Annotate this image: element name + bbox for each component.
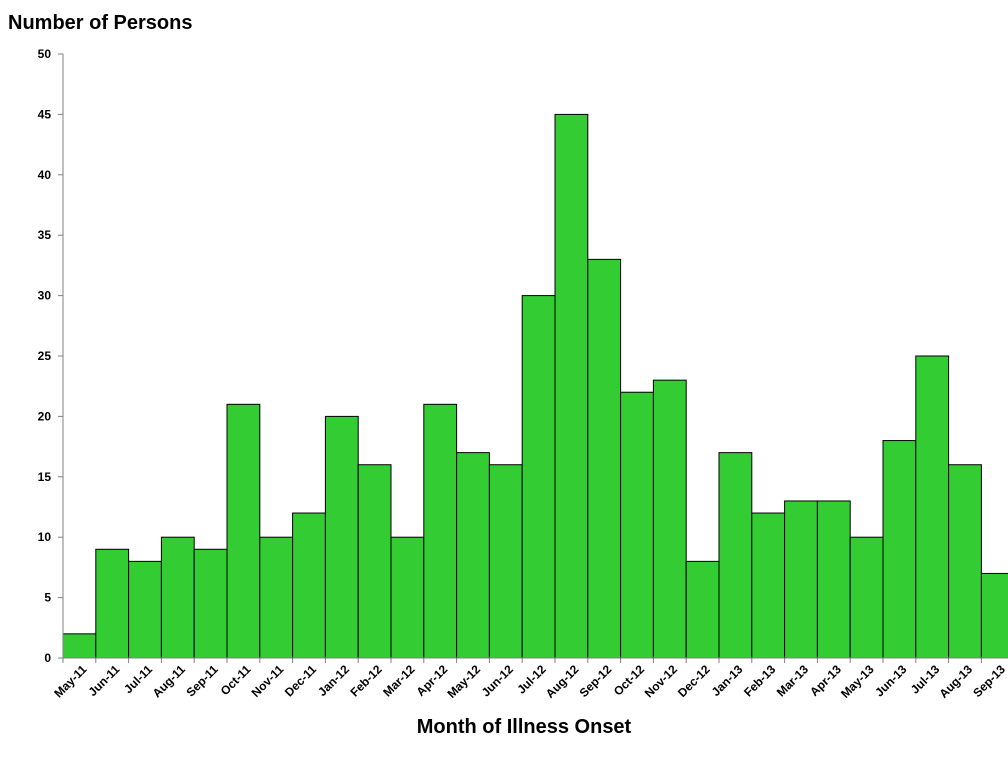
bar-jun-12 [488, 464, 523, 659]
bar-mar-13 [784, 500, 818, 659]
bar-jan-12 [324, 415, 359, 659]
bars-group [62, 113, 1008, 659]
x-tick-label: Jan-12 [315, 662, 352, 699]
x-tick-label: Dec-12 [675, 662, 713, 700]
bar-may-13 [849, 536, 884, 659]
bar-aug-12 [554, 113, 589, 659]
y-tick-label: 50 [38, 47, 52, 61]
x-tick-label: Mar-12 [380, 662, 417, 699]
bar-feb-13 [751, 512, 786, 659]
bar-apr-13 [816, 500, 851, 659]
y-tick-label: 10 [38, 530, 52, 544]
bar-dec-11 [292, 512, 326, 659]
y-axis-title: Number of Persons [8, 12, 193, 34]
y-axis: 0 5 10 15 20 25 30 35 40 45 50 [38, 47, 63, 665]
bar-nov-11 [259, 536, 294, 659]
bar-nov-12 [652, 379, 687, 659]
x-tick-label: Dec-11 [282, 662, 319, 699]
bar-jun-11 [95, 548, 130, 659]
x-tick-label: Sep-11 [183, 662, 220, 699]
y-tick-label: 5 [44, 591, 51, 605]
y-tick-label: 45 [38, 107, 52, 121]
y-tick-label: 30 [38, 289, 52, 303]
bar-oct-11 [226, 403, 261, 659]
x-tick-label: Sep-12 [577, 662, 615, 700]
bar-dec-12 [685, 560, 720, 659]
x-tick-label: Jun-11 [86, 662, 123, 699]
x-tick-label: Oct-11 [218, 662, 254, 698]
y-tick-label: 20 [38, 409, 52, 423]
bar-sep-11 [193, 548, 228, 659]
bar-may-12 [456, 452, 490, 659]
x-tick-label: Nov-11 [249, 662, 287, 700]
bar-feb-12 [357, 464, 392, 659]
x-tick-label: May-13 [838, 662, 877, 701]
x-axis-title: Month of Illness Onset [416, 716, 632, 738]
x-tick-label: Apr-12 [414, 662, 451, 699]
x-tick-label: Sep-13 [970, 662, 1008, 700]
x-tick-label: May-12 [444, 662, 483, 701]
x-tick-label: Aug-12 [543, 662, 582, 701]
bar-apr-12 [423, 403, 458, 659]
bar-may-11 [62, 633, 97, 659]
x-tick-label: Oct-12 [611, 662, 648, 699]
bar-jul-11 [128, 560, 162, 659]
y-tick-label: 15 [38, 470, 52, 484]
x-tick-label: Apr-13 [807, 662, 844, 699]
bar-aug-13 [948, 464, 982, 659]
bar-mar-12 [390, 536, 425, 659]
x-tick-label: Feb-13 [741, 662, 778, 699]
x-axis: May-11Jun-11Jul-11Aug-11Sep-11Oct-11Nov-… [51, 658, 1008, 701]
x-tick-label: Aug-13 [936, 662, 975, 701]
bar-jun-13 [882, 440, 917, 659]
x-tick-label: Jun-13 [872, 662, 909, 699]
x-tick-label: Jan-13 [709, 662, 746, 699]
y-tick-label: 40 [38, 168, 52, 182]
x-tick-label: Nov-12 [642, 662, 680, 700]
bar-sep-13 [980, 572, 1008, 659]
bar-jul-13 [915, 355, 950, 659]
x-tick-label: Feb-12 [347, 662, 384, 699]
bar-sep-12 [587, 258, 622, 659]
x-tick-label: Aug-11 [150, 662, 188, 700]
bar-aug-11 [160, 536, 195, 659]
bar-jul-12 [521, 295, 556, 659]
bar-oct-12 [620, 391, 654, 659]
y-tick-label: 35 [38, 228, 52, 242]
x-tick-label: Mar-13 [774, 662, 811, 699]
y-tick-label: 0 [44, 651, 51, 665]
bar-jan-13 [718, 452, 753, 659]
x-tick-label: May-11 [51, 662, 89, 700]
x-tick-label: Jun-12 [479, 662, 516, 699]
y-tick-label: 25 [38, 349, 52, 363]
